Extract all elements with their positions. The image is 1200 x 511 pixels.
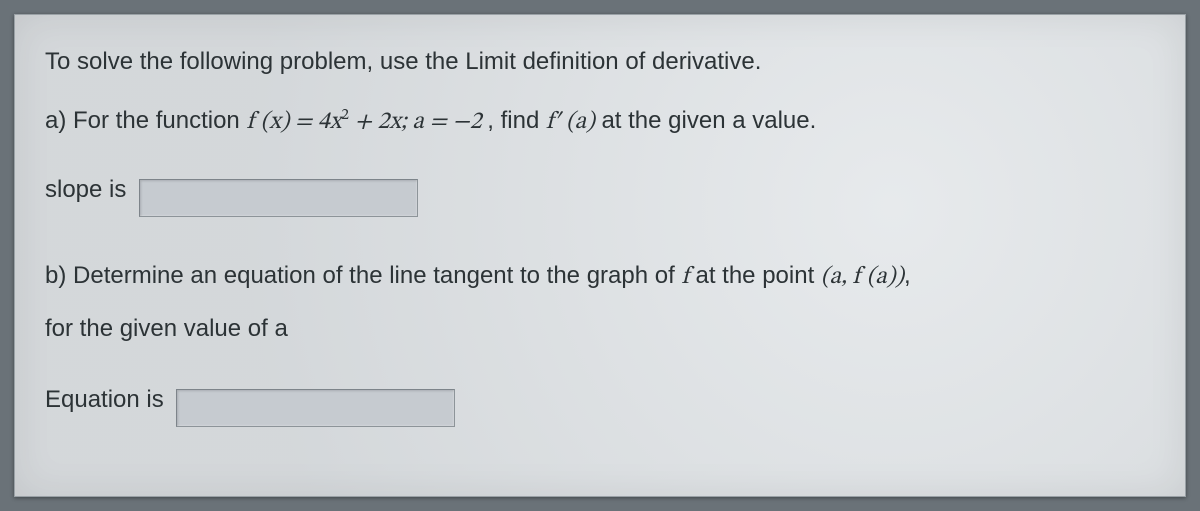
equation-label: Equation is [45,381,164,418]
part-b-lead: b) Determine an equation of the line tan… [45,262,675,289]
part-b-point: (a, f (a)) [821,265,904,289]
slope-input[interactable] [139,179,418,217]
part-a-tail1: , find [487,107,539,134]
instruction-line: To solve the following problem, use the … [45,43,1155,80]
part-b-tail: for the given value of a [45,315,288,342]
plus-2x-a: + 2x; a = −2 [349,110,482,134]
f-prime-a: f′ (a) [546,110,595,134]
part-b-line1: b) Determine an equation of the line tan… [45,257,1155,296]
part-a-line: a) For the function f (x) = 4x2 + 2x; a … [45,102,1155,141]
equation-row: Equation is [45,381,1155,427]
problem-sheet: To solve the following problem, use the … [14,14,1186,497]
instruction-text: To solve the following problem, use the … [45,48,761,75]
part-a-math: f (x) = 4x2 + 2x; a = −2 [246,110,487,134]
slope-row: slope is [45,171,1155,217]
exponent-2: 2 [341,107,349,123]
slope-label: slope is [45,171,126,208]
equation-input[interactable] [176,389,455,427]
part-a-tail2: at the given a value. [601,107,816,134]
fx-expr: f (x) = 4x [246,110,341,134]
part-b-f: f [681,265,688,289]
part-b-mid: at the point [695,262,814,289]
part-b-comma: , [904,262,911,289]
part-b-line2: for the given value of a [45,310,1155,347]
part-a-lead: a) For the function [45,107,240,134]
